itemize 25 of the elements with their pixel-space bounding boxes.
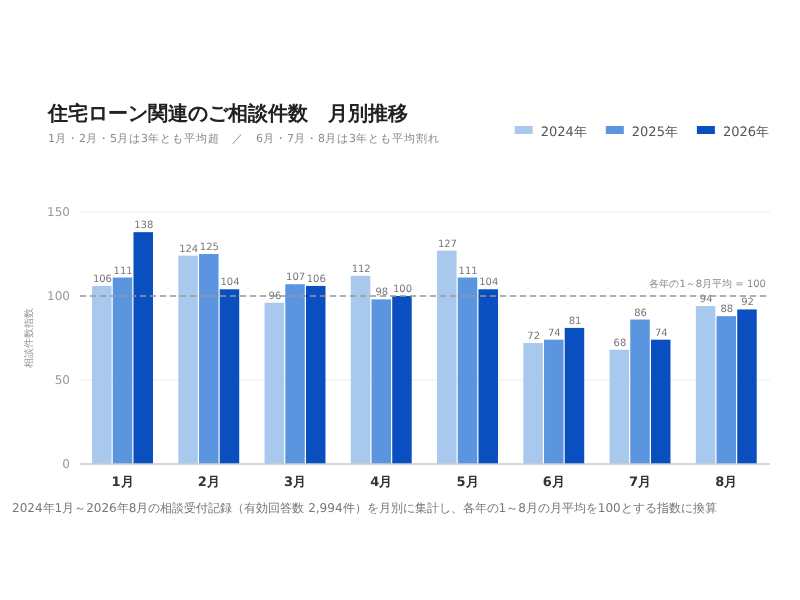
bar [564,327,585,464]
bar [737,309,757,464]
bar [285,284,305,464]
bar [199,254,219,464]
bar [695,306,716,464]
bar [112,277,133,464]
bar [630,319,650,464]
bar [371,299,392,464]
bar [478,289,498,464]
bar [133,232,153,464]
bar [716,316,737,464]
bar [92,285,112,464]
bar [609,349,630,464]
bar [523,343,543,464]
bar [650,339,671,464]
bar [350,275,371,464]
bar [305,285,326,464]
bar [392,296,412,464]
bar [178,255,198,464]
chart-title: 住宅ローン関連のご相談件数 月別推移 [46,102,408,126]
bar [457,277,478,464]
bar [264,302,285,464]
bar [219,289,240,464]
bar [437,250,457,464]
bar [544,339,564,464]
